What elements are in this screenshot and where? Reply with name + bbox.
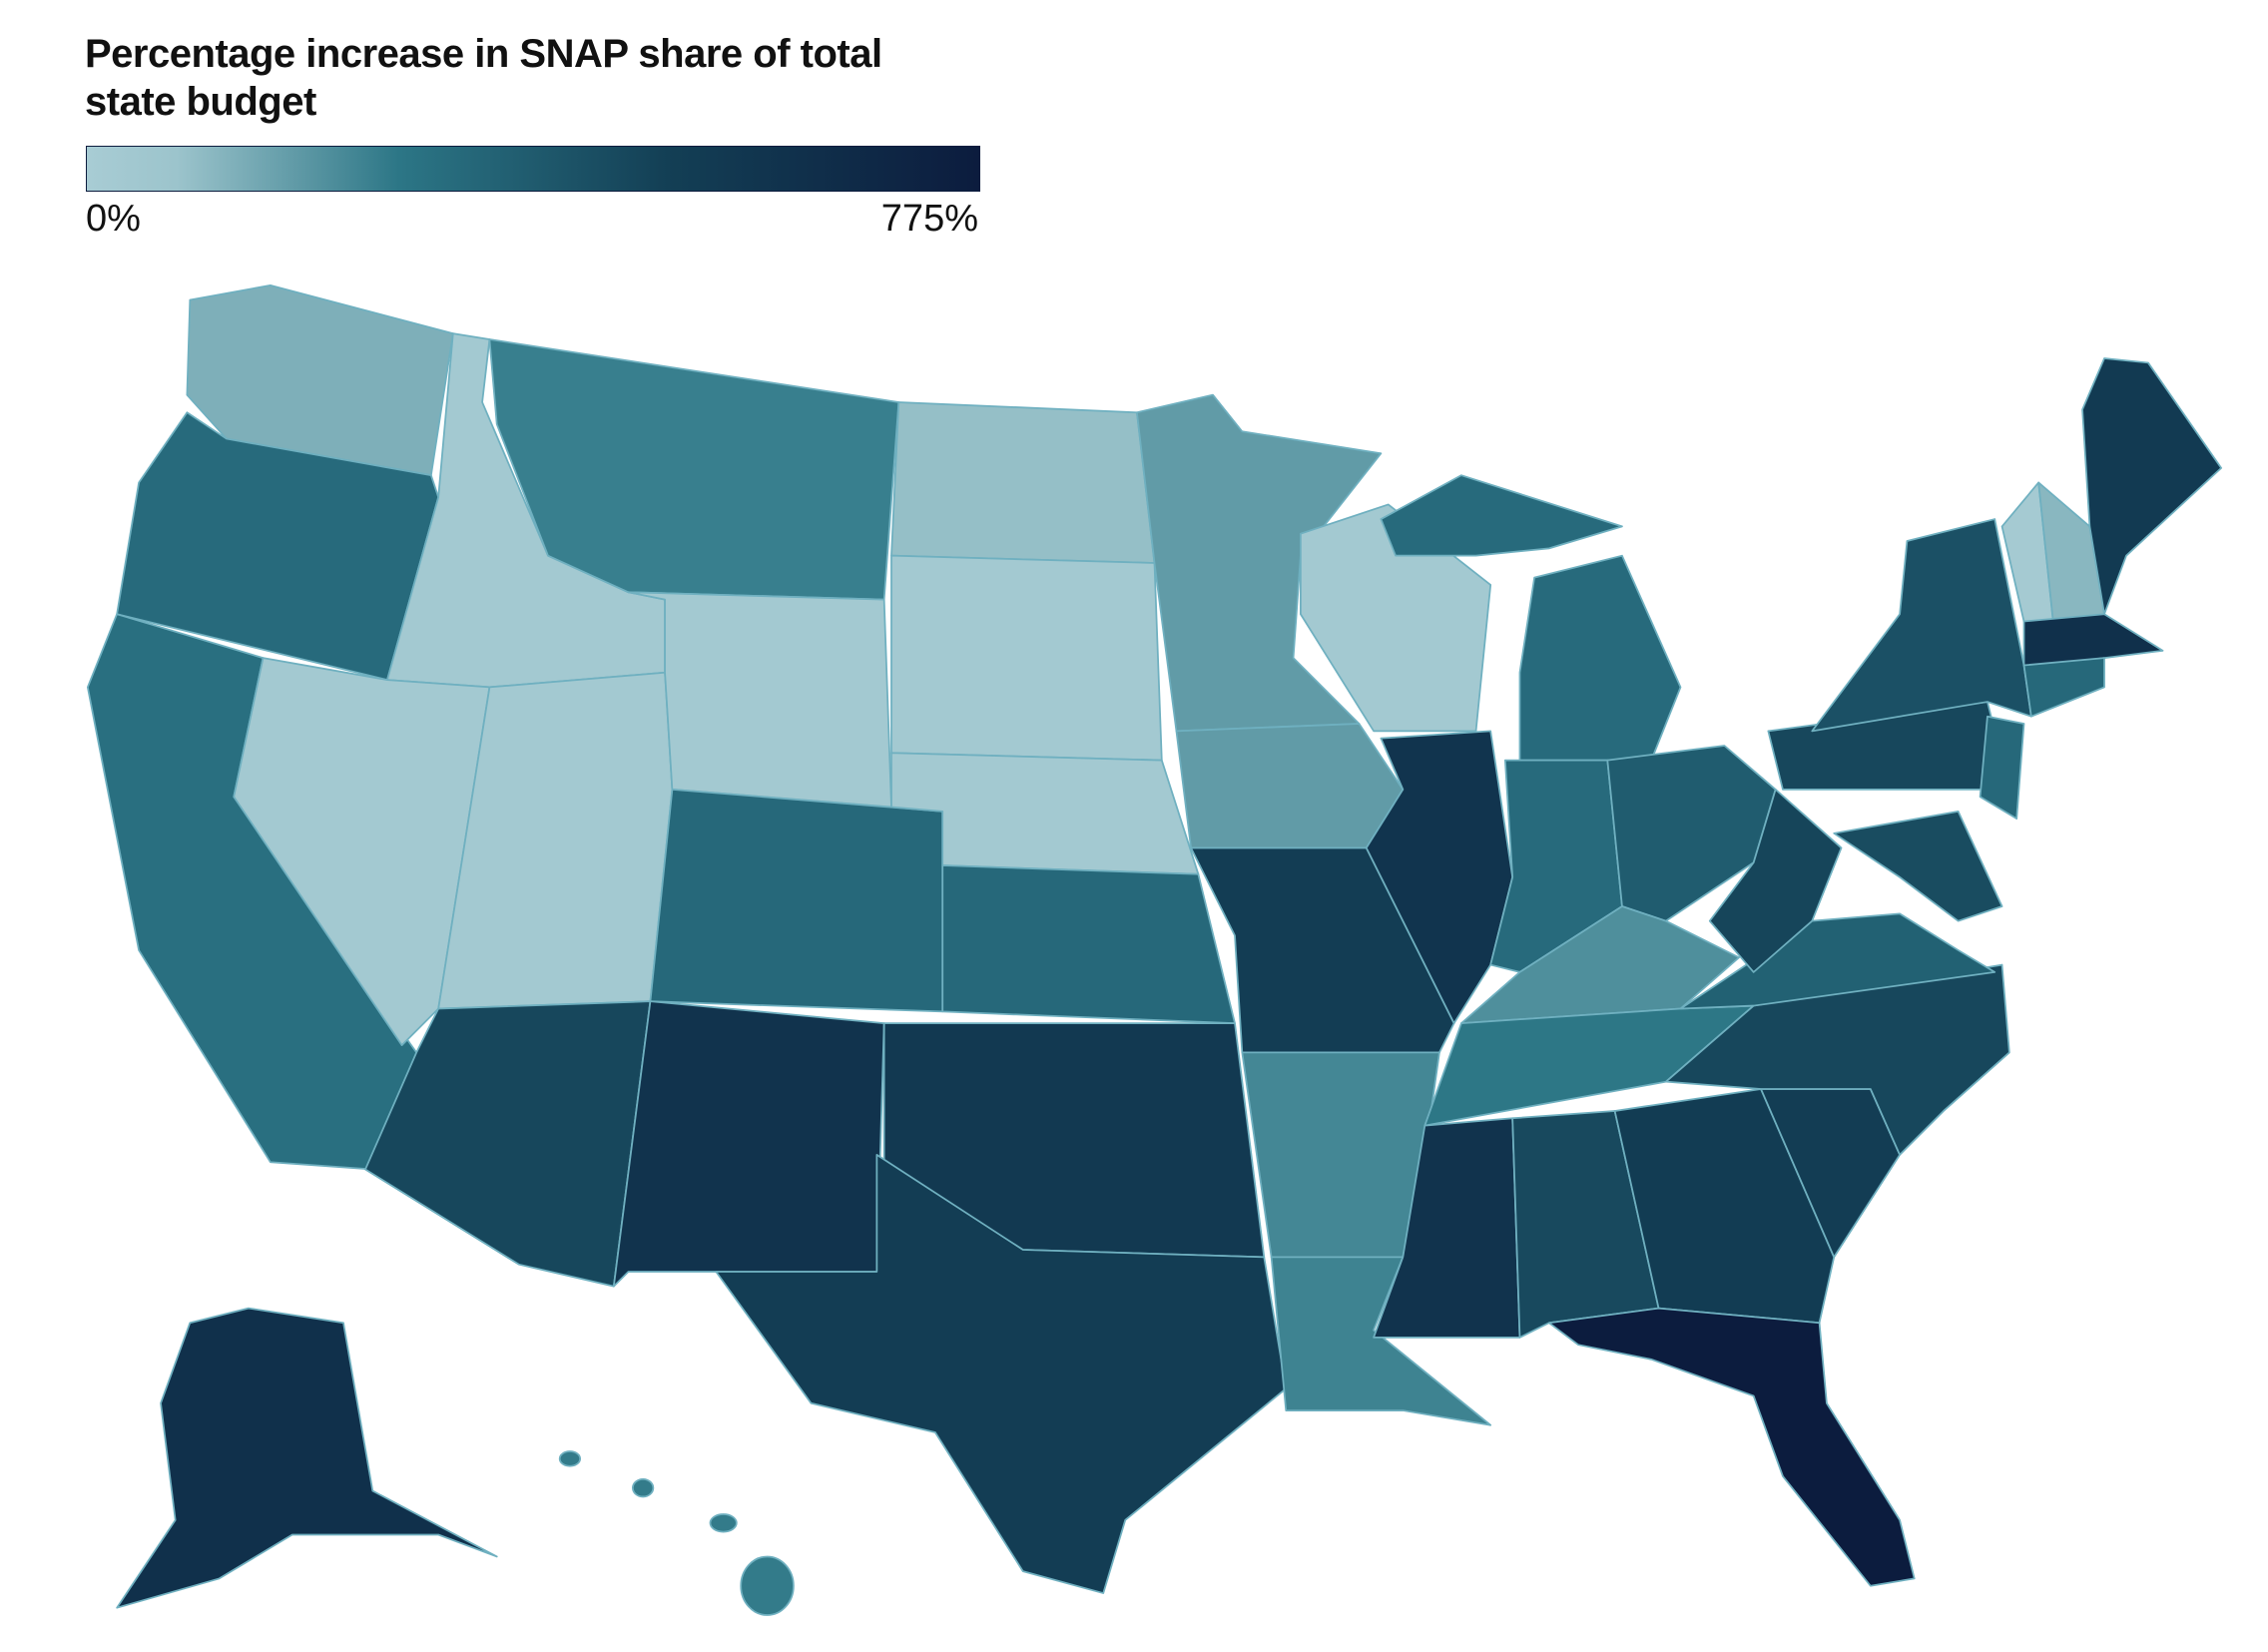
state-fl	[1547, 1307, 1916, 1587]
state-mn	[1136, 393, 1383, 733]
state-il	[1365, 730, 1514, 1025]
state-ms	[1373, 1117, 1521, 1339]
state-hi	[740, 1555, 795, 1616]
state-hi	[631, 1477, 655, 1498]
state-tx	[715, 1154, 1288, 1594]
state-hi	[558, 1450, 582, 1467]
state-wv	[1708, 789, 1843, 973]
state-hi	[709, 1513, 738, 1533]
legend-title: Percentage increase in SNAP share of tot…	[85, 32, 882, 124]
state-wi	[1300, 503, 1492, 733]
state-md	[1833, 810, 2003, 922]
state-mi-upper-peninsula	[1380, 474, 1623, 557]
state-ak	[116, 1307, 498, 1609]
state-ct	[2022, 657, 2105, 718]
state-ma	[2022, 613, 2164, 667]
state-me	[2081, 357, 2223, 616]
color-scale-bar	[86, 146, 980, 192]
state-sd	[890, 554, 1163, 762]
state-co	[649, 789, 944, 1013]
state-nd	[890, 401, 1156, 564]
state-nm	[612, 1000, 885, 1288]
state-ia	[1175, 723, 1405, 849]
state-ga	[1613, 1088, 1836, 1325]
state-ny	[1811, 518, 2032, 733]
state-ks	[941, 864, 1236, 1025]
state-nj	[1979, 715, 2025, 821]
state-mi	[1518, 554, 1682, 762]
legend-min-label: 0%	[86, 198, 141, 240]
legend-max-label: 775%	[880, 198, 978, 240]
